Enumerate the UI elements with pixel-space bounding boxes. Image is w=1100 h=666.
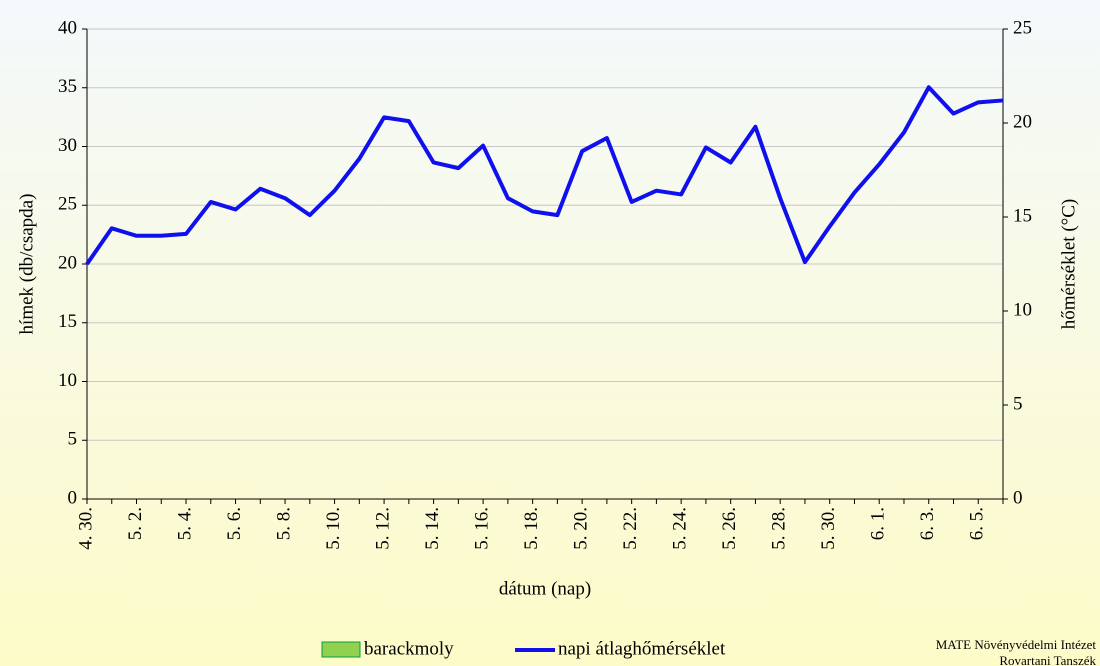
y-tick-label: 5: [68, 429, 78, 450]
y-axis-label: hímek (db/csapda): [16, 194, 37, 335]
y-tick-label: 15: [58, 311, 77, 332]
y-tick-label: 10: [58, 370, 77, 391]
x-tick-label: 5. 26.: [719, 507, 740, 550]
y2-tick-label: 5: [1013, 393, 1023, 414]
x-tick-label: 5. 12.: [372, 507, 393, 550]
y2-tick-label: 0: [1013, 487, 1023, 508]
annotation: Rovartani Tanszék: [999, 653, 1096, 666]
x-tick-label: 4. 30.: [75, 507, 96, 550]
x-tick-label: 5. 18.: [521, 507, 542, 550]
x-tick-label: 5. 28.: [769, 507, 790, 550]
x-tick-label: 5. 14.: [422, 507, 443, 550]
y-tick-label: 20: [58, 252, 77, 273]
x-tick-label: 5. 6.: [224, 507, 245, 540]
x-tick-label: 6. 1.: [868, 507, 889, 540]
x-tick-label: 5. 24.: [670, 507, 691, 550]
y-tick-label: 35: [58, 76, 77, 97]
y-tick-label: 25: [58, 194, 77, 215]
x-tick-label: 5. 30.: [818, 507, 839, 550]
x-tick-label: 5. 10.: [323, 507, 344, 550]
y2-tick-label: 20: [1013, 111, 1032, 132]
x-axis-label: dátum (nap): [499, 578, 591, 599]
x-tick-label: 5. 2.: [125, 507, 146, 540]
x-tick-label: 5. 20.: [570, 507, 591, 550]
annotation: MATE Növényvédelmi Intézet: [936, 637, 1097, 652]
legend-swatch: [321, 641, 361, 658]
y-tick-label: 40: [58, 17, 77, 38]
x-tick-label: 5. 8.: [273, 507, 294, 540]
x-tick-label: 5. 22.: [620, 507, 641, 550]
y2-tick-label: 25: [1013, 17, 1032, 38]
y2-tick-label: 10: [1013, 299, 1032, 320]
line: [85, 85, 1004, 266]
x-tick-label: 5. 16.: [471, 507, 492, 550]
legend-label: barackmoly: [364, 638, 454, 659]
x-tick-label: 6. 5.: [967, 507, 988, 540]
x-tick-label: 6. 3.: [917, 507, 938, 540]
y2-tick-label: 15: [1013, 205, 1032, 226]
y2-axis-label: hőmérséklet (°C): [1058, 199, 1079, 330]
y-tick-label: 0: [68, 487, 78, 508]
x-tick-label: 5. 4.: [174, 507, 195, 540]
legend-label: napi átlaghőmérséklet: [558, 638, 726, 659]
y-tick-label: 30: [58, 135, 77, 156]
